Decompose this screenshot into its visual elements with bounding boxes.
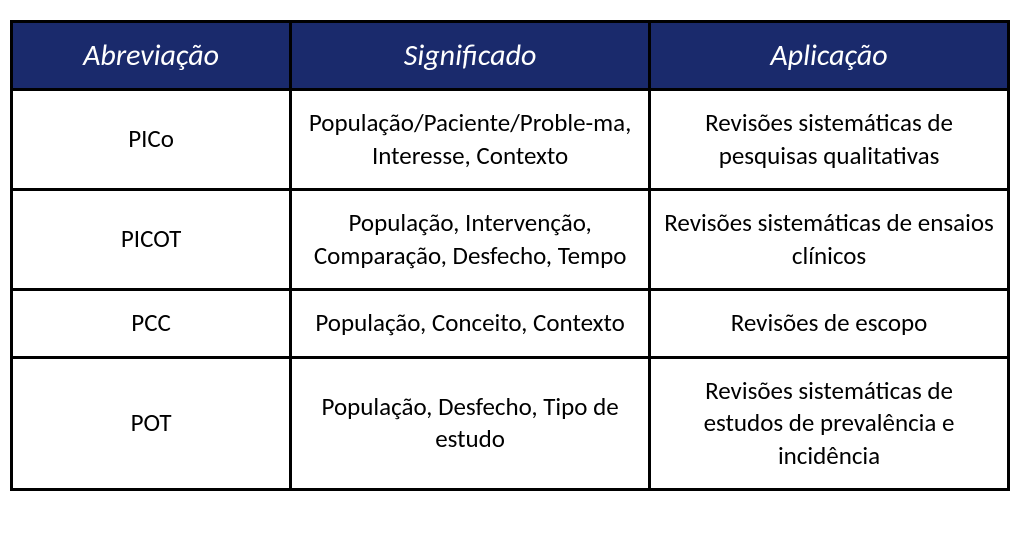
cell-application: Revisões sistemáticas de estudos de prev… bbox=[650, 357, 1009, 490]
cell-application: Revisões sistemáticas de pesquisas quali… bbox=[650, 90, 1009, 190]
cell-application: Revisões de escopo bbox=[650, 290, 1009, 358]
table-row: POT População, Desfecho, Tipo de estudo … bbox=[12, 357, 1009, 490]
table-row: PCC População, Conceito, Contexto Revisõ… bbox=[12, 290, 1009, 358]
cell-meaning: População/Paciente/Proble-ma, Interesse,… bbox=[291, 90, 650, 190]
cell-abbr: PCC bbox=[12, 290, 291, 358]
abbreviation-table: Abreviação Significado Aplicação PICo Po… bbox=[10, 20, 1010, 491]
cell-meaning: População, Intervenção, Comparação, Desf… bbox=[291, 190, 650, 290]
table-row: PICOT População, Intervenção, Comparação… bbox=[12, 190, 1009, 290]
table-row: PICo População/Paciente/Proble-ma, Inter… bbox=[12, 90, 1009, 190]
cell-abbr: PICOT bbox=[12, 190, 291, 290]
col-header-abbr: Abreviação bbox=[12, 22, 291, 90]
cell-meaning: População, Desfecho, Tipo de estudo bbox=[291, 357, 650, 490]
table-header-row: Abreviação Significado Aplicação bbox=[12, 22, 1009, 90]
cell-abbr: POT bbox=[12, 357, 291, 490]
cell-meaning: População, Conceito, Contexto bbox=[291, 290, 650, 358]
col-header-meaning: Significado bbox=[291, 22, 650, 90]
cell-abbr: PICo bbox=[12, 90, 291, 190]
cell-application: Revisões sistemáticas de ensaios clínico… bbox=[650, 190, 1009, 290]
col-header-application: Aplicação bbox=[650, 22, 1009, 90]
